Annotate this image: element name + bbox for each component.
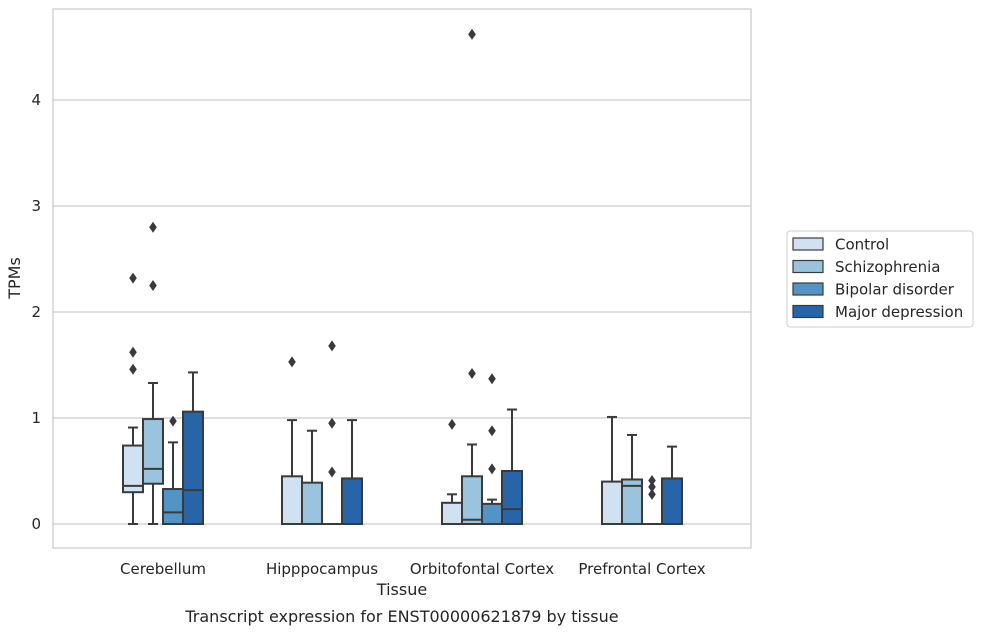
- outlier-point: [129, 363, 137, 375]
- box-control: [281, 356, 303, 525]
- box-body: [601, 480, 623, 526]
- box-body: [501, 470, 523, 525]
- legend-swatch: [792, 304, 824, 319]
- y-tick-label: 4: [31, 91, 41, 109]
- outlier-point: [328, 417, 336, 429]
- box-body: [162, 488, 184, 525]
- legend: Control Schizophrenia Bipolar disorder Majo…: [786, 230, 974, 328]
- outlier-point: [448, 418, 456, 430]
- outlier-point: [328, 466, 336, 478]
- box-schizophrenia: [461, 28, 483, 525]
- outlier-point: [149, 221, 157, 233]
- outlier-point: [169, 415, 177, 427]
- box-bipolar-disorder: [162, 415, 184, 525]
- outlier-point: [468, 367, 476, 379]
- x-axis-ticks: Cerebellum Hipppocampus Orbitofontal Corte…: [120, 560, 706, 578]
- plot-frame: [52, 8, 752, 549]
- box-body: [142, 418, 164, 485]
- y-tick-label: 3: [31, 197, 41, 215]
- y-tick-label: 1: [31, 409, 41, 427]
- y-tick-label: 2: [31, 303, 41, 321]
- outlier-point: [488, 373, 496, 385]
- legend-swatch: [792, 282, 824, 296]
- box-major-depression: [501, 408, 523, 525]
- box-schizophrenia: [301, 429, 323, 526]
- box-bipolar-disorder: [481, 373, 503, 525]
- outlier-point: [129, 272, 137, 284]
- box-control: [122, 272, 144, 525]
- box-bipolar-disorder: [641, 475, 663, 526]
- legend-label: Major depression: [835, 303, 963, 321]
- y-axis-label: TPMs: [5, 257, 24, 300]
- box-body: [441, 501, 463, 525]
- box-body: [301, 481, 323, 526]
- legend-swatch: [792, 259, 824, 274]
- outlier-point: [648, 488, 656, 500]
- x-tick-label: Cerebellum: [120, 560, 206, 578]
- x-tick-label: Orbitofontal Cortex: [410, 560, 554, 578]
- box-body: [661, 477, 683, 526]
- legend-swatch: [792, 237, 824, 251]
- outlier-point: [488, 463, 496, 475]
- box-schizophrenia: [142, 221, 164, 525]
- box-major-depression: [182, 371, 204, 526]
- outlier-point: [648, 481, 656, 493]
- outlier-point: [149, 280, 157, 291]
- box-body: [182, 410, 204, 526]
- legend-label: Control: [835, 236, 889, 254]
- box-control: [441, 418, 463, 525]
- x-axis-label: Tissue: [376, 580, 427, 599]
- y-tick-label: 0: [31, 515, 41, 533]
- outlier-point: [648, 475, 656, 487]
- y-axis-ticks: 0 1 2 3 4: [31, 91, 41, 533]
- outlier-point: [288, 356, 296, 368]
- legend-label: Bipolar disorder: [835, 281, 955, 299]
- box-major-depression: [341, 419, 363, 526]
- box-major-depression: [661, 445, 683, 526]
- x-tick-label: Prefrontal Cortex: [578, 560, 705, 578]
- outlier-point: [468, 28, 476, 40]
- outlier-point: [328, 340, 336, 352]
- box-body: [341, 477, 363, 526]
- outlier-point: [129, 346, 137, 358]
- box-body: [621, 478, 643, 526]
- legend-frame: [786, 230, 974, 328]
- box-schizophrenia: [621, 433, 643, 526]
- box-bipolar-disorder: [321, 340, 343, 526]
- legend-label: Schizophrenia: [835, 258, 940, 276]
- box-control: [601, 415, 623, 526]
- box-body: [461, 475, 483, 525]
- x-tick-label: Hipppocampus: [266, 560, 378, 578]
- chart-title: Transcript expression for ENST0000062187…: [184, 607, 618, 626]
- box-body: [481, 502, 503, 525]
- box-body: [281, 475, 303, 525]
- outlier-point: [488, 425, 496, 437]
- box-series: [122, 28, 683, 526]
